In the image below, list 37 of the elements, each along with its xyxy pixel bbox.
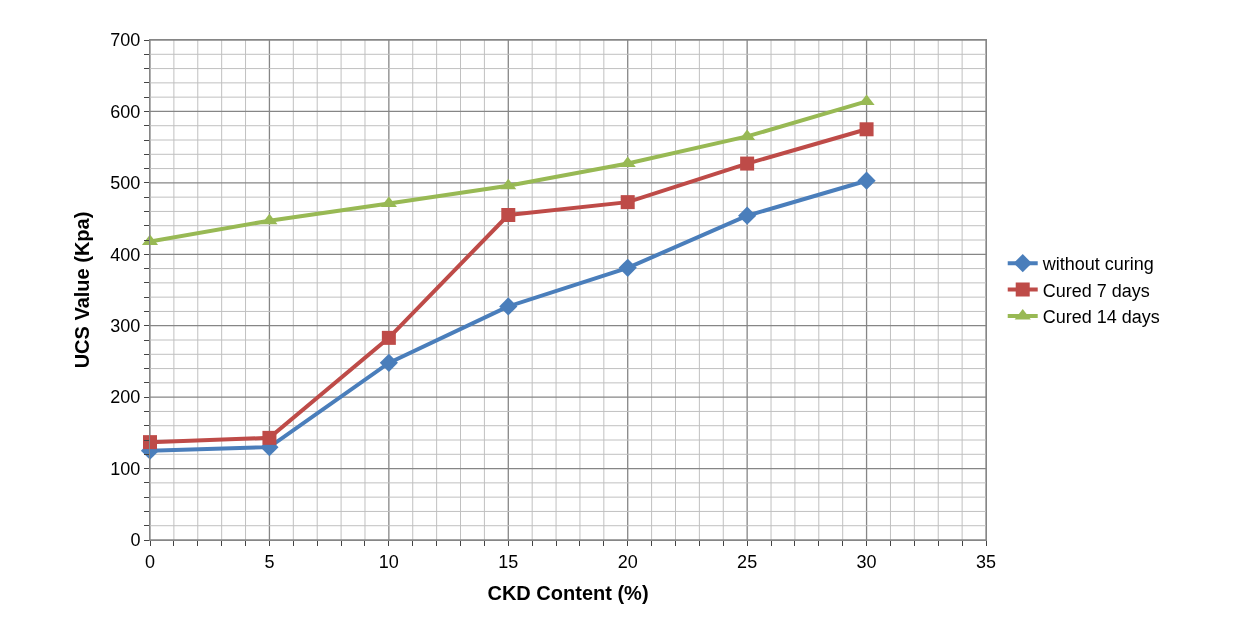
legend-label: Cured 7 days (1042, 280, 1150, 301)
x-tick-label: 30 (856, 551, 877, 572)
y-tick-label: 500 (110, 173, 141, 194)
x-tick-label: 25 (737, 551, 758, 572)
point (857, 171, 876, 190)
legend-label: Cured 14 days (1042, 307, 1160, 328)
point (143, 435, 157, 450)
point (620, 195, 635, 210)
y-axis-title: UCS Value (Kpa) (70, 211, 93, 369)
legend-label: without curing (1041, 254, 1154, 275)
point (501, 208, 516, 222)
point (379, 353, 398, 372)
y-tick-label: 200 (110, 387, 141, 408)
x-tick-label: 35 (975, 551, 997, 572)
point (381, 330, 396, 345)
point (380, 196, 397, 208)
x-tick-label: 5 (264, 551, 275, 572)
x-tick-label: 15 (498, 551, 519, 572)
y-tick-label: 100 (110, 458, 141, 479)
point (740, 156, 755, 171)
point (738, 206, 757, 225)
point (859, 122, 874, 137)
y-tick-label: 700 (110, 30, 141, 51)
point (261, 213, 278, 225)
x-tick-label: 10 (378, 551, 399, 572)
y-tick-label: 400 (110, 244, 141, 265)
y-tick-label: 0 (130, 530, 141, 551)
point (500, 178, 517, 190)
point (619, 156, 636, 168)
y-tick-label: 300 (110, 316, 141, 337)
point (499, 297, 518, 316)
x-axis-title: CKD Content (%) (487, 582, 649, 605)
point (618, 258, 637, 277)
y-tick-label: 600 (110, 101, 141, 122)
point (262, 430, 277, 445)
x-tick-label: 0 (144, 551, 156, 572)
x-tick-label: 20 (617, 551, 638, 572)
